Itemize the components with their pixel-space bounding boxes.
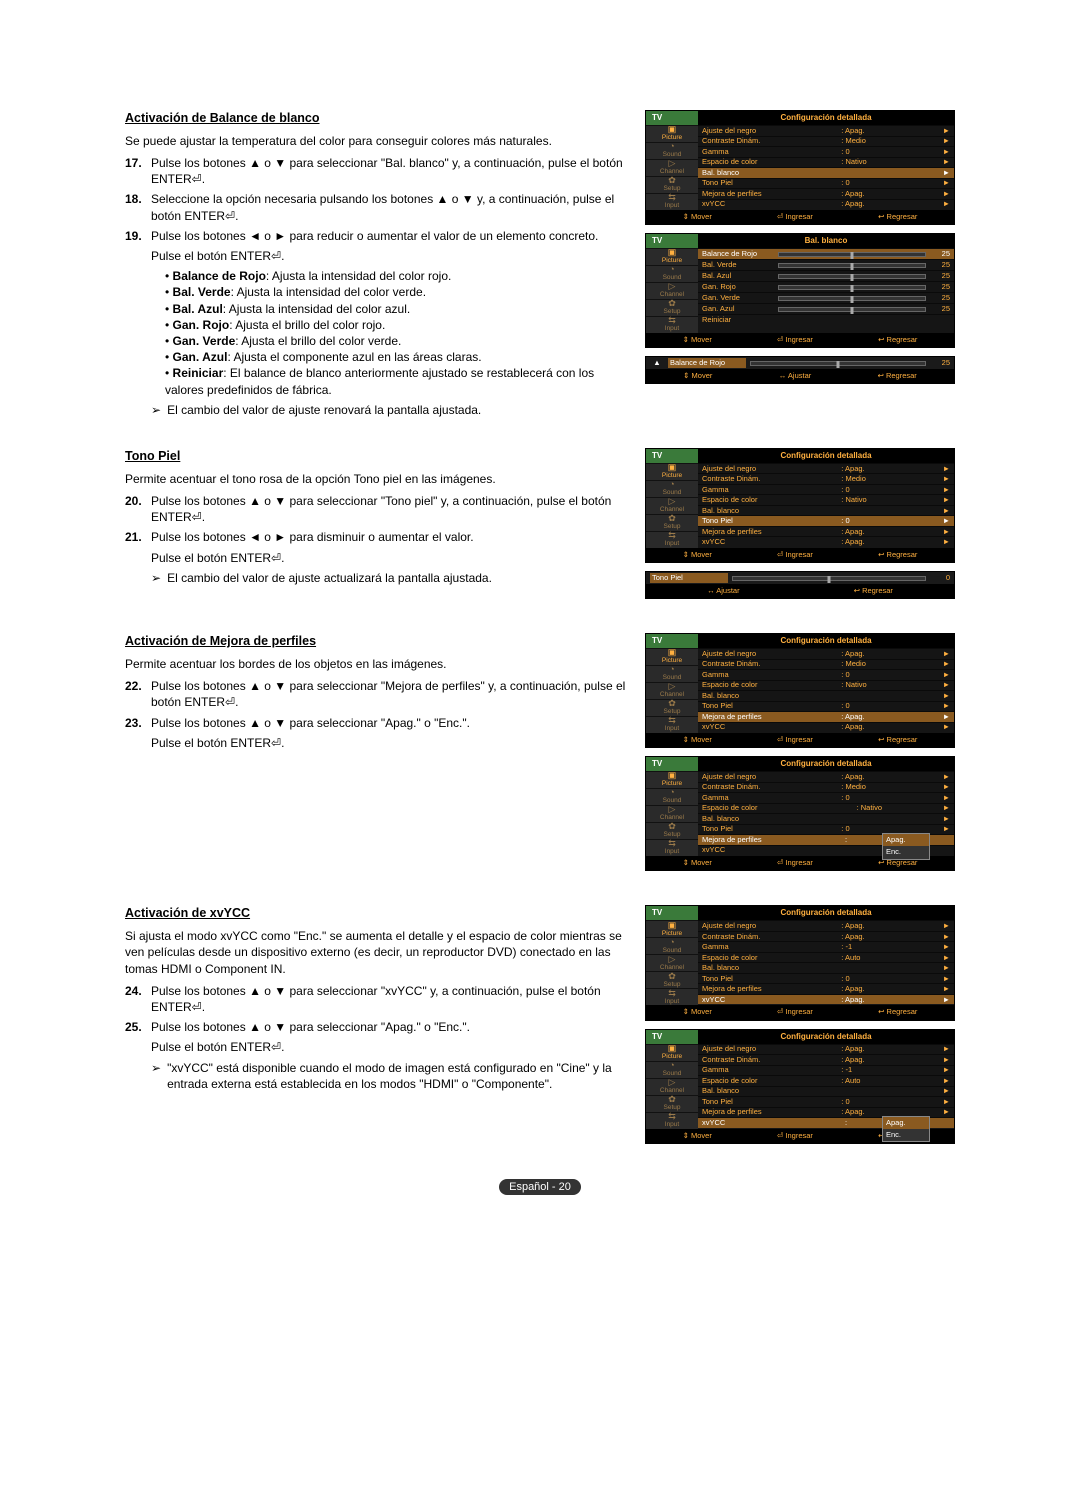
step-18: 18.Seleccione la opción necesaria pulsan… — [125, 191, 627, 223]
dropdown-mejora: Apag. Enc. — [882, 833, 930, 859]
section-tono-piel: Tono Piel Permite acentuar el tono rosa … — [125, 448, 955, 607]
tv-menu-bal-blanco: TVBal. blanco ▣Picture ◔Sound ▷Channel ✿… — [645, 233, 955, 348]
screenshot-col: TVConfiguración detallada ▣Picture ◔Soun… — [645, 110, 955, 422]
sidebar: ▣Picture ◔Sound ▷Channel ✿Setup ⇆Input — [646, 125, 698, 210]
bullet-list: Balance de Rojo: Ajusta la intensidad de… — [165, 268, 627, 398]
tv-menu-xvycc-dropdown: TVConfiguración detallada ▣Picture ◔Soun… — [645, 1029, 955, 1144]
heading: Activación de Balance de blanco — [125, 110, 627, 127]
tv-menu-mejora-hl: TVConfiguración detallada ▣Picture ◔Soun… — [645, 633, 955, 748]
tv-menu-config: TVConfiguración detallada ▣Picture ◔Soun… — [645, 110, 955, 225]
heading: Activación de Mejora de perfiles — [125, 633, 627, 650]
step-17: 17.Pulse los botones ▲ o ▼ para seleccio… — [125, 155, 627, 187]
heading: Tono Piel — [125, 448, 627, 465]
adjust-bar-balance-rojo: ▲Balance de Rojo25 ⇕ Mover↔ Ajustar↩ Reg… — [645, 356, 955, 384]
tv-menu-xvycc-hl: TVConfiguración detallada ▣Picture ◔Soun… — [645, 905, 955, 1020]
tv-menu-tono-piel: TVConfiguración detallada ▣Picture ◔Soun… — [645, 448, 955, 563]
section-xvycc: Activación de xvYCC Si ajusta el modo xv… — [125, 905, 955, 1151]
step-19: 19.Pulse los botones ◄ o ► para reducir … — [125, 228, 627, 244]
section-mejora-perfiles: Activación de Mejora de perfiles Permite… — [125, 633, 955, 879]
intro: Se puede ajustar la temperatura del colo… — [125, 133, 627, 149]
text-col: Activación de Balance de blanco Se puede… — [125, 110, 627, 422]
dropdown-xvycc: Apag. Enc. — [882, 1116, 930, 1142]
note: El cambio del valor de ajuste renovará l… — [151, 402, 627, 418]
adjust-bar-tono-piel: Tono Piel0 ↔ Ajustar↩ Regresar — [645, 571, 955, 599]
section-balance-blanco: Activación de Balance de blanco Se puede… — [125, 110, 955, 422]
heading: Activación de xvYCC — [125, 905, 627, 922]
sub: Pulse el botón ENTER⏎. — [151, 248, 627, 264]
tv-menu-mejora-dropdown: TVConfiguración detallada ▣Picture ◔Soun… — [645, 756, 955, 871]
page-footer: Español - 20 — [125, 1178, 955, 1195]
